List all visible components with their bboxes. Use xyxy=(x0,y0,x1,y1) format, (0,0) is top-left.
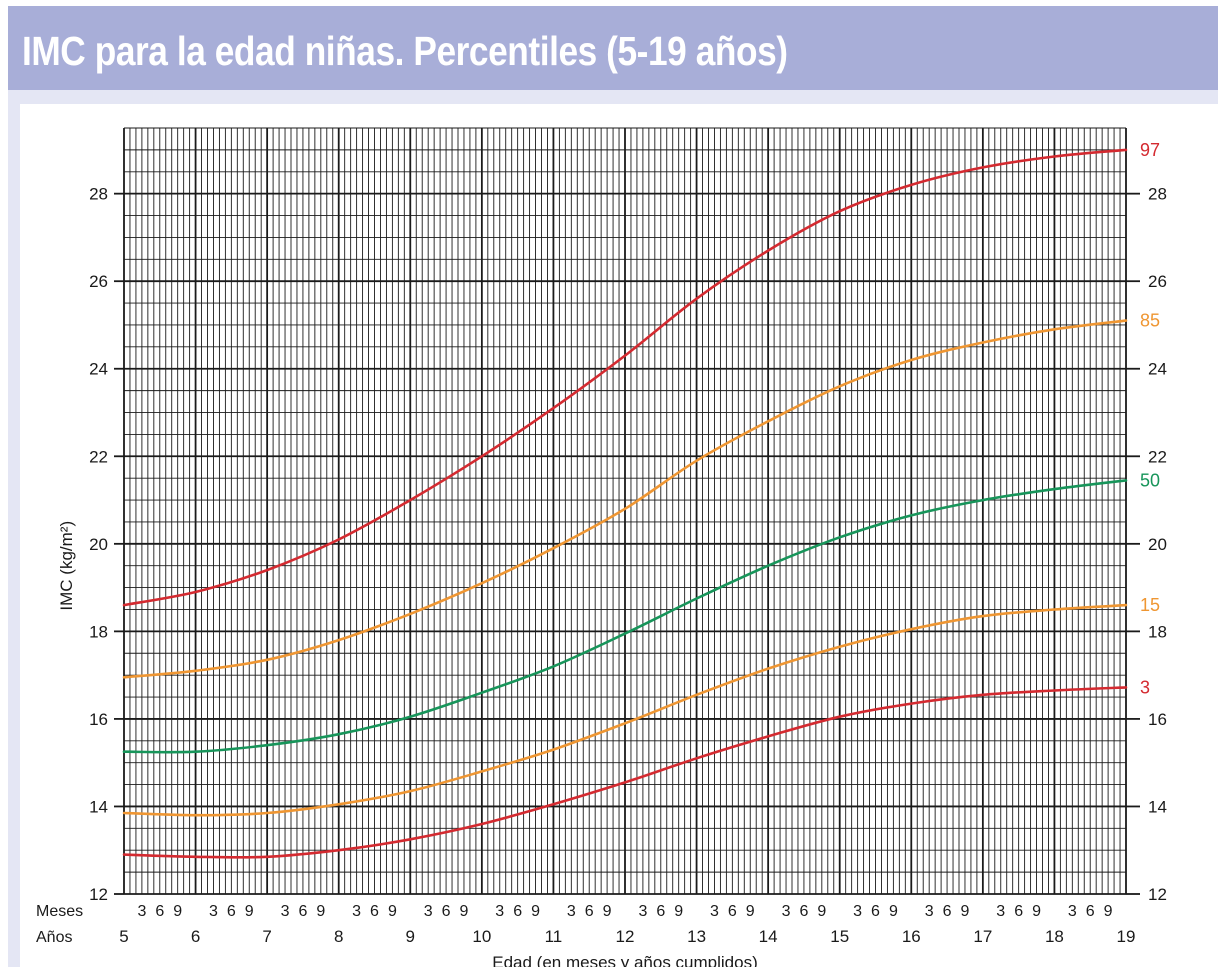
x-month-label: 9 xyxy=(817,903,826,920)
x-year-label: 11 xyxy=(545,927,563,946)
plot-panel: 12 12 14 14 16 16 18 18 20 20 22 22 24 24 26 26 28 28 97 85… xyxy=(20,104,1218,967)
x-month-label: 6 xyxy=(585,903,594,920)
x-month-label: 6 xyxy=(1014,903,1023,920)
x-year-label: 18 xyxy=(1045,927,1064,946)
y-tick-label-right: 16 xyxy=(1148,710,1167,729)
x-month-label: 6 xyxy=(513,903,522,920)
x-month-label: 6 xyxy=(728,903,737,920)
x-month-label: 6 xyxy=(656,903,665,920)
x-year-label: 17 xyxy=(973,927,992,946)
x-month-label: 3 xyxy=(137,903,146,920)
x-month-label: 9 xyxy=(674,903,683,920)
x-month-label: 3 xyxy=(281,903,290,920)
y-tick-label: 26 xyxy=(89,272,108,291)
y-tick-label-right: 28 xyxy=(1148,185,1167,204)
x-year-label: 13 xyxy=(687,927,706,946)
x-month-label: 3 xyxy=(495,903,504,920)
x-month-label: 3 xyxy=(853,903,862,920)
x-month-label: 3 xyxy=(710,903,719,920)
x-month-label: 9 xyxy=(889,903,898,920)
x-month-label: 6 xyxy=(227,903,236,920)
percentile-curve-p50 xyxy=(122,479,1128,754)
y-tick-label: 16 xyxy=(89,710,108,729)
y-tick-label: 18 xyxy=(89,622,108,641)
percentile-curve-p97 xyxy=(122,148,1128,607)
x-month-label: 6 xyxy=(943,903,952,920)
percentile-curve-p15 xyxy=(122,603,1128,817)
x-month-label: 6 xyxy=(298,903,307,920)
percentile-label-p15: 15 xyxy=(1140,595,1160,615)
percentile-label-p85: 85 xyxy=(1140,311,1160,331)
y-tick-label-right: 22 xyxy=(1148,447,1167,466)
x-month-label: 6 xyxy=(799,903,808,920)
y-tick-label: 12 xyxy=(89,885,108,904)
x-year-label: 16 xyxy=(902,927,921,946)
percentile-label-p3: 3 xyxy=(1140,677,1150,697)
y-tick-label-right: 20 xyxy=(1148,535,1167,554)
x-month-label: 9 xyxy=(316,903,325,920)
x-month-label: 9 xyxy=(531,903,540,920)
x-year-label: 8 xyxy=(334,927,343,946)
x-month-label: 3 xyxy=(925,903,934,920)
y-tick-label: 24 xyxy=(89,360,108,379)
y-tick-label-right: 26 xyxy=(1148,272,1167,291)
x-month-label: 9 xyxy=(460,903,469,920)
x-month-label: 3 xyxy=(782,903,791,920)
x-year-label: 12 xyxy=(616,927,635,946)
percentile-label-p50: 50 xyxy=(1140,470,1160,490)
y-axis-title: IMC (kg/m²) xyxy=(57,521,76,611)
y-tick-label-right: 14 xyxy=(1148,797,1167,816)
years-row-label: Años xyxy=(36,929,72,946)
months-row-label: Meses xyxy=(36,903,83,920)
y-tick-label: 14 xyxy=(89,797,108,816)
x-month-label: 3 xyxy=(567,903,576,920)
x-month-label: 9 xyxy=(961,903,970,920)
y-tick-label-right: 24 xyxy=(1148,360,1167,379)
percentile-label-p97: 97 xyxy=(1140,140,1160,160)
x-year-label: 10 xyxy=(472,927,491,946)
x-month-label: 9 xyxy=(388,903,397,920)
x-month-label: 3 xyxy=(209,903,218,920)
x-month-label: 6 xyxy=(370,903,379,920)
x-year-label: 14 xyxy=(759,927,778,946)
x-year-label: 5 xyxy=(119,927,128,946)
x-year-label: 15 xyxy=(830,927,849,946)
title-bar: IMC para la edad niñas. Percentiles (5-1… xyxy=(8,6,1218,90)
x-month-label: 3 xyxy=(424,903,433,920)
y-tick-label: 22 xyxy=(89,447,108,466)
percentile-curve-p85 xyxy=(122,319,1128,679)
x-month-label: 9 xyxy=(245,903,254,920)
x-month-label: 3 xyxy=(1068,903,1077,920)
x-month-label: 6 xyxy=(871,903,880,920)
x-year-label: 6 xyxy=(191,927,200,946)
x-month-label: 6 xyxy=(155,903,164,920)
x-year-label: 7 xyxy=(262,927,271,946)
y-tick-label-right: 12 xyxy=(1148,885,1167,904)
x-year-label: 9 xyxy=(406,927,415,946)
x-month-label: 9 xyxy=(603,903,612,920)
x-month-label: 6 xyxy=(442,903,451,920)
x-month-label: 9 xyxy=(746,903,755,920)
y-tick-label: 20 xyxy=(89,535,108,554)
y-tick-label: 28 xyxy=(89,185,108,204)
x-axis-title: Edad (en meses y años cumplidos) xyxy=(492,953,758,967)
x-month-label: 3 xyxy=(638,903,647,920)
x-year-label: 19 xyxy=(1117,927,1136,946)
x-month-label: 3 xyxy=(352,903,361,920)
x-month-label: 9 xyxy=(173,903,182,920)
x-month-label: 9 xyxy=(1032,903,1041,920)
y-tick-label-right: 18 xyxy=(1148,622,1167,641)
chart-frame: IMC para la edad niñas. Percentiles (5-1… xyxy=(8,6,1218,967)
x-month-label: 3 xyxy=(996,903,1005,920)
x-month-label: 9 xyxy=(1104,903,1113,920)
chart-title: IMC para la edad niñas. Percentiles (5-1… xyxy=(22,28,788,74)
x-month-label: 6 xyxy=(1086,903,1095,920)
percentile-curve-p3 xyxy=(122,686,1128,859)
